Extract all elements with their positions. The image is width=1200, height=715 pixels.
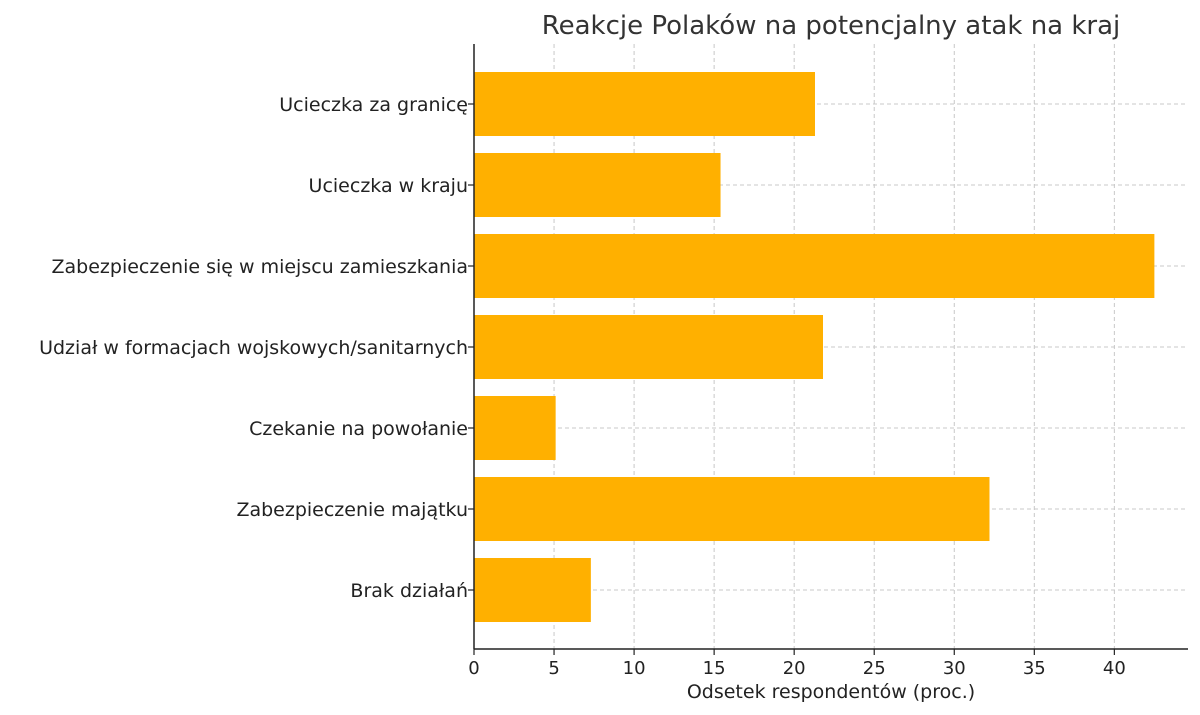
bar-2 [474,234,1155,298]
bar-5 [474,477,990,541]
category-label-1: Ucieczka w kraju [309,175,468,197]
x-tick-label-6: 30 [943,658,966,679]
x-tick-label-4: 20 [783,658,806,679]
x-tick-label-3: 15 [703,658,726,679]
bars [474,72,1155,622]
x-tick-label-1: 5 [548,658,559,679]
bar-3 [474,315,823,379]
category-label-2: Zabezpieczenie się w miejscu zamieszkani… [52,256,468,278]
x-tick-label-5: 25 [863,658,886,679]
category-label-5: Zabezpieczenie majątku [236,499,468,521]
x-ticks: 0 5 10 15 20 25 30 35 40 [468,649,1126,679]
category-label-4: Czekanie na powołanie [249,418,468,440]
x-tick-label-0: 0 [468,658,479,679]
category-label-3: Udział w formacjach wojskowych/sanitarny… [39,337,468,359]
category-label-6: Brak działań [350,580,468,602]
bar-4 [474,396,556,460]
x-tick-label-7: 35 [1023,658,1046,679]
x-axis-label: Odsetek respondentów (proc.) [687,681,975,703]
chart-title: Reakcje Polaków na potencjalny atak na k… [542,11,1121,41]
x-tick-label-2: 10 [623,658,646,679]
bar-1 [474,153,721,217]
x-tick-label-8: 40 [1103,658,1126,679]
bar-6 [474,558,591,622]
category-label-0: Ucieczka za granicę [279,94,468,116]
category-labels: Ucieczka za granicę Ucieczka w kraju Zabez… [39,94,474,602]
bar-0 [474,72,815,136]
